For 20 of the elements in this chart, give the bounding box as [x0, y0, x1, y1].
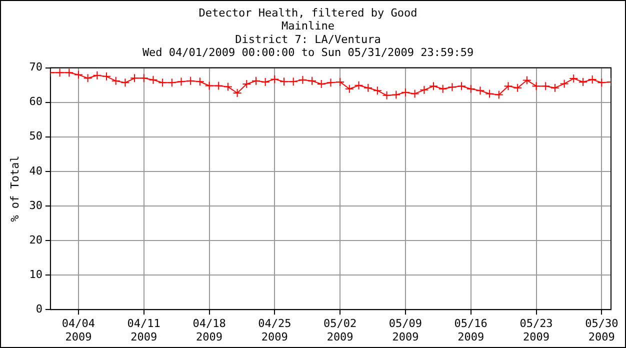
x-tick-label: 04/04 2009: [62, 317, 96, 344]
y-tick-label: 20: [29, 233, 42, 246]
x-tick-label: 04/11 2009: [127, 317, 160, 344]
y-tick-label: 40: [29, 164, 42, 178]
y-tick-label: 10: [29, 268, 42, 281]
y-tick-label: 30: [29, 198, 42, 212]
x-tick-label: 05/30 2009: [585, 317, 618, 344]
x-tick-label: 05/16 2009: [454, 317, 488, 344]
x-tick-label: 04/18 2009: [192, 317, 226, 344]
y-tick-label: 0: [36, 302, 42, 316]
x-tick-label: 05/23 2009: [520, 317, 553, 344]
chart-title: Detector Health, filtered by Good: [198, 6, 418, 20]
y-tick-label: 60: [29, 95, 42, 108]
chart-subtitle: Mainline District 7: LA/Ventura Wed 04/01/2009 00:00:00 to Sun 05/31/2009 23:59:59: [142, 20, 474, 60]
x-tick-label: 04/25 2009: [258, 317, 292, 344]
x-tick-label: 05/02 2009: [324, 317, 357, 344]
y-axis-title: % of Total: [8, 156, 22, 222]
y-tick-label: 70: [29, 60, 42, 74]
y-tick-label: 50: [29, 130, 42, 143]
x-tick-label: 05/09 2009: [388, 317, 422, 344]
